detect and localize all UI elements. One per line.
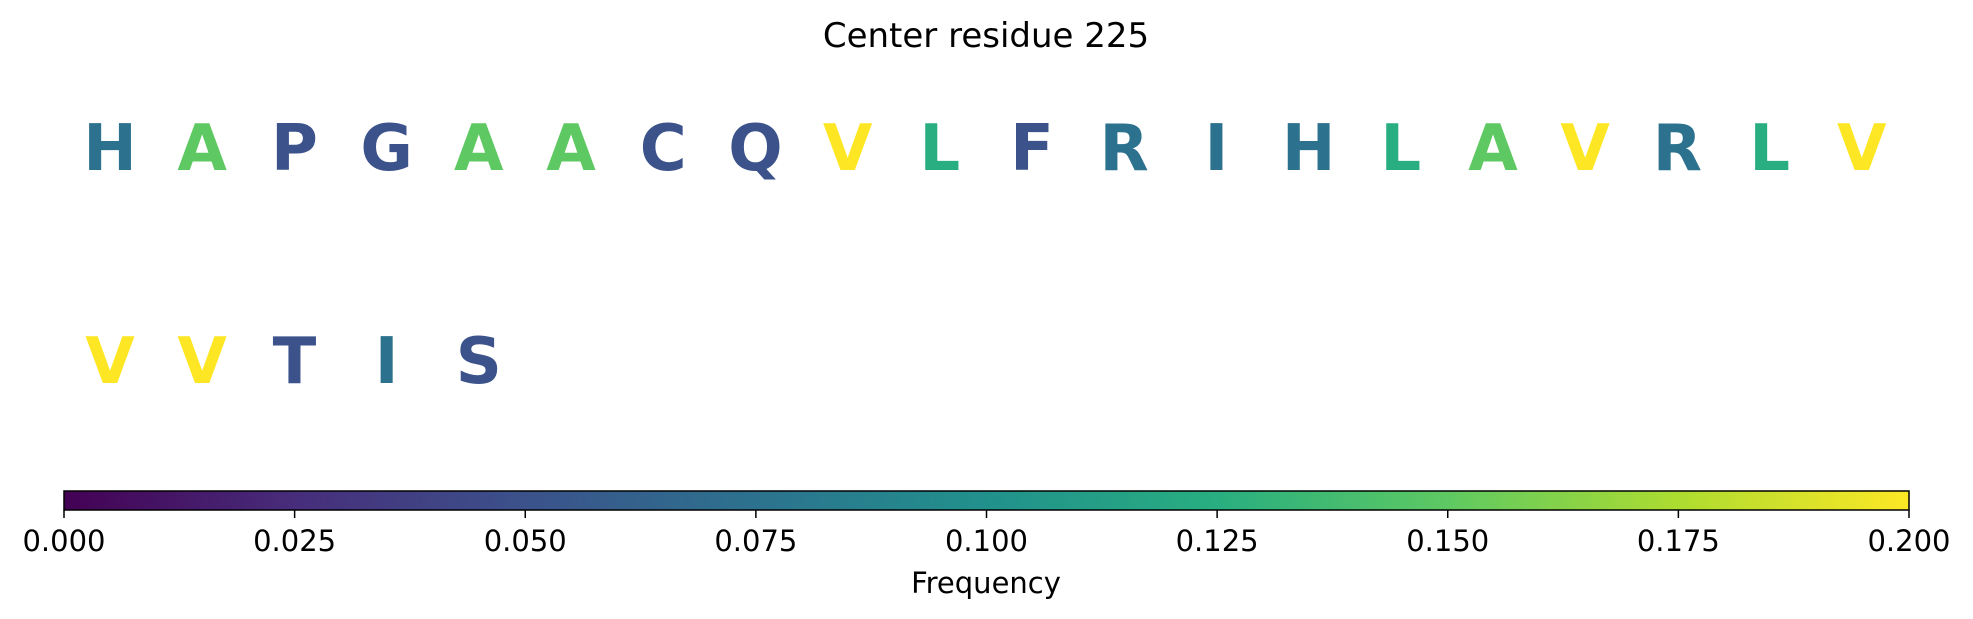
residue-letter: L xyxy=(1749,112,1790,186)
colorbar-label: Frequency xyxy=(911,566,1061,600)
residue-letter: L xyxy=(919,112,960,186)
residue-letter: V xyxy=(177,325,227,399)
chart-title: Center residue 225 xyxy=(823,16,1149,56)
residue-letter: I xyxy=(375,325,399,399)
residue-letter: R xyxy=(1100,112,1149,186)
residue-letter: I xyxy=(1204,112,1228,186)
residue-letter: Q xyxy=(728,112,782,186)
residue-letter: S xyxy=(456,325,502,399)
colorbar-tick-label: 0.200 xyxy=(1867,524,1950,558)
residue-letter: T xyxy=(273,325,317,399)
residue-letter: H xyxy=(1282,112,1336,186)
colorbar: 0.000 0.025 0.050 0.075 0.100 0.125 0.150 0.175… xyxy=(22,490,1951,600)
residue-letter: V xyxy=(85,325,135,399)
residue-letter: A xyxy=(454,112,504,186)
residue-sequence: H A P G A A C Q V L F R I H L A V R L VV V T I S xyxy=(83,112,1887,399)
colorbar-tick-label: 0.175 xyxy=(1637,524,1720,558)
colorbar-tick-label: 0.050 xyxy=(484,524,567,558)
colorbar-tick-label: 0.000 xyxy=(22,524,105,558)
colorbar-tick-label: 0.125 xyxy=(1176,524,1259,558)
colorbar-gradient xyxy=(63,490,1910,511)
residue-letter: C xyxy=(640,112,687,186)
colorbar-tick-label: 0.150 xyxy=(1406,524,1489,558)
colorbar-tick-label: 0.100 xyxy=(945,524,1028,558)
residue-letter: F xyxy=(1010,112,1054,186)
residue-letter: H xyxy=(83,112,137,186)
residue-letter: G xyxy=(360,112,413,186)
residue-letter: V xyxy=(1837,112,1887,186)
residue-letter: A xyxy=(546,112,596,186)
residue-letter: A xyxy=(1468,112,1518,186)
colorbar-ticks: 0.000 0.025 0.050 0.075 0.100 0.125 0.150 0.175… xyxy=(22,510,1951,558)
colorbar-tick-label: 0.075 xyxy=(714,524,797,558)
residue-letter: V xyxy=(823,112,873,186)
residue-letter: L xyxy=(1380,112,1421,186)
residue-letter: V xyxy=(1560,112,1610,186)
colorbar-tick-label: 0.025 xyxy=(253,524,336,558)
residue-letter: R xyxy=(1653,112,1702,186)
residue-letter: A xyxy=(177,112,227,186)
residue-letter: P xyxy=(271,112,318,186)
